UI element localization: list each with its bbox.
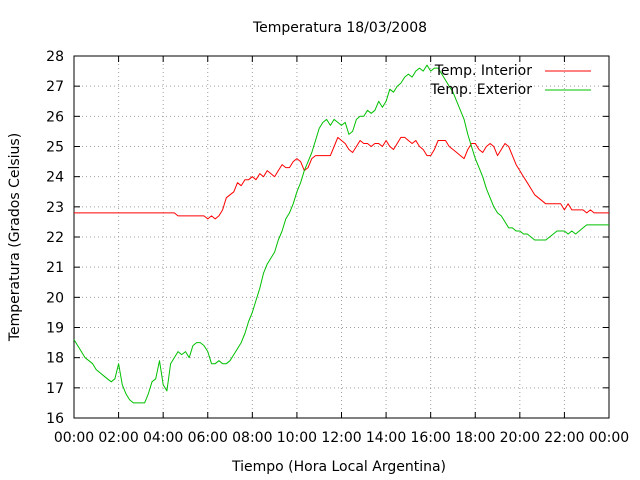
- x-tick-label: 18:00: [455, 430, 495, 446]
- x-tick-label: 04:00: [143, 430, 183, 446]
- x-tick-label: 12:00: [321, 430, 361, 446]
- legend-label-interior: Temp. Interior: [434, 63, 533, 79]
- series-line-interior: [74, 136, 609, 220]
- y-tick-label: 27: [46, 79, 64, 95]
- y-tick-label: 24: [46, 170, 64, 186]
- series-lines: [73, 64, 609, 404]
- x-tick-label: 20:00: [500, 430, 540, 446]
- y-tick-label: 20: [46, 290, 64, 306]
- y-tick-label: 23: [46, 200, 64, 216]
- y-axis-label: Temperatura (Grados Celsius): [7, 133, 23, 342]
- legend: Temp. Interior Temp. Exterior: [430, 63, 591, 98]
- x-tick-label: 02:00: [98, 430, 138, 446]
- grid: [74, 56, 609, 418]
- axis-ticks: 00:00 02:00 04:00 06:00 08:00 10:00 12:00 14:00…: [46, 49, 629, 446]
- y-tick-label: 26: [46, 109, 64, 125]
- y-tick-label: 28: [46, 49, 64, 65]
- x-tick-label: 16:00: [410, 430, 450, 446]
- x-axis-label: Tiempo (Hora Local Argentina): [231, 459, 446, 475]
- x-tick-label: 22:00: [544, 430, 584, 446]
- series-line-exterior: [73, 64, 609, 404]
- y-tick-label: 19: [46, 321, 64, 337]
- y-tick-label: 22: [46, 230, 64, 246]
- y-tick-label: 25: [46, 140, 64, 156]
- x-tick-label: 14:00: [366, 430, 406, 446]
- y-tick-label: 16: [46, 411, 64, 427]
- chart-title: Temperatura 18/03/2008: [252, 20, 427, 36]
- x-tick-label: 00:00: [589, 430, 629, 446]
- y-tick-label: 18: [46, 351, 64, 367]
- legend-label-exterior: Temp. Exterior: [430, 82, 533, 98]
- x-tick-label: 06:00: [188, 430, 228, 446]
- y-tick-label: 17: [46, 381, 64, 397]
- x-tick-label: 10:00: [277, 430, 317, 446]
- x-tick-label: 00:00: [54, 430, 94, 446]
- y-tick-label: 21: [46, 260, 64, 276]
- x-tick-label: 08:00: [232, 430, 272, 446]
